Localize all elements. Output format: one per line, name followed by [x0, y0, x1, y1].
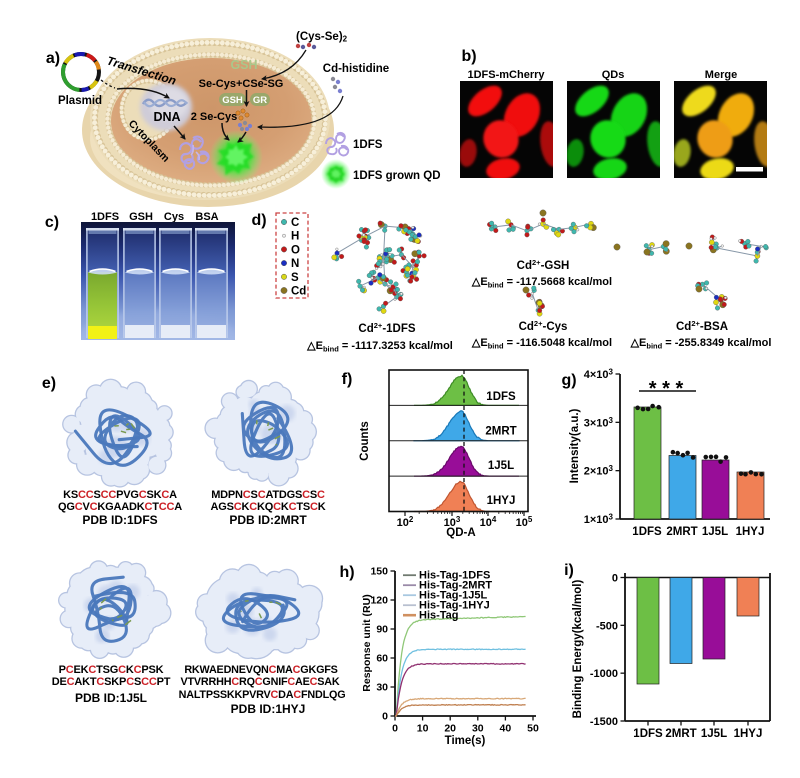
svg-text:DNA: DNA	[153, 110, 180, 124]
svg-text:△Ebind = -117.5668 kcal/mol: △Ebind = -117.5668 kcal/mol	[471, 276, 612, 290]
svg-text:PCEKCTSGCKCPSK: PCEKCTSGCKCPSK	[59, 664, 164, 676]
svg-text:Intensity(a.u.): Intensity(a.u.)	[569, 408, 581, 483]
svg-text:Merge: Merge	[705, 69, 737, 81]
svg-text:His-Tag-1HYJ: His-Tag-1HYJ	[419, 600, 490, 612]
svg-text:f): f)	[342, 371, 353, 388]
svg-text:△Ebind = -116.5048 kcal/mol: △Ebind = -116.5048 kcal/mol	[471, 337, 612, 351]
svg-text:1DFS: 1DFS	[353, 139, 383, 151]
svg-text:Time(s): Time(s)	[445, 735, 486, 747]
svg-text:1DFS: 1DFS	[632, 526, 662, 538]
svg-text:1HYJ: 1HYJ	[487, 495, 516, 507]
svg-text:2MRT: 2MRT	[485, 426, 516, 438]
svg-text:S: S	[291, 272, 299, 284]
svg-text:1J5L: 1J5L	[702, 526, 728, 538]
svg-text:1J5L: 1J5L	[488, 460, 514, 472]
svg-text:MDPNCSCATDGSCSC: MDPNCSCATDGSCSC	[211, 489, 325, 501]
svg-text:2MRT: 2MRT	[665, 728, 696, 740]
svg-text:-500: -500	[596, 620, 618, 632]
svg-text:3×103: 3×103	[584, 416, 614, 430]
svg-text:2 Se-Cys: 2 Se-Cys	[191, 111, 237, 123]
svg-text:O: O	[291, 244, 300, 256]
svg-text:d): d)	[251, 212, 266, 229]
svg-text:KSCCSCCPVGCSKCA: KSCCSCCPVGCSKCA	[63, 489, 177, 501]
svg-text:1×103: 1×103	[584, 513, 614, 527]
svg-text:1DFS grown QD: 1DFS grown QD	[353, 170, 441, 182]
svg-text:Counts: Counts	[359, 421, 371, 461]
svg-text:AGSCKCKQCKCTSCK: AGSCKCKQCKCTSCK	[210, 501, 325, 513]
svg-text:1DFS: 1DFS	[633, 728, 663, 740]
svg-text:150: 150	[370, 566, 388, 578]
svg-text:30: 30	[376, 682, 388, 694]
svg-text:Response unit (RU): Response unit (RU)	[361, 594, 373, 691]
svg-text:His-Tag: His-Tag	[419, 610, 459, 622]
svg-text:2×103: 2×103	[584, 464, 614, 478]
svg-text:GSH: GSH	[129, 211, 153, 223]
svg-text:His-Tag-1DFS: His-Tag-1DFS	[419, 570, 490, 582]
svg-text:N: N	[291, 258, 299, 270]
svg-text:QD-A: QD-A	[446, 527, 475, 539]
svg-text:1HYJ: 1HYJ	[736, 526, 765, 538]
svg-text:△Ebind = -1117.3253 kcal/mol: △Ebind = -1117.3253 kcal/mol	[306, 340, 453, 354]
svg-text:120: 120	[370, 595, 388, 607]
svg-text:Cd2+-1DFS: Cd2+-1DFS	[358, 321, 415, 335]
svg-text:a): a)	[46, 50, 60, 67]
svg-text:H: H	[291, 231, 299, 243]
svg-text:1DFS: 1DFS	[91, 211, 119, 223]
svg-text:VTVRRHHCRQCGNIFCAECSAK: VTVRRHHCRQCGNIFCAECSAK	[180, 676, 339, 688]
svg-text:40: 40	[500, 723, 512, 735]
svg-text:* * *: * * *	[649, 378, 684, 400]
svg-text:h): h)	[339, 564, 354, 581]
svg-text:60: 60	[376, 653, 388, 665]
svg-text:GSH: GSH	[230, 58, 257, 72]
svg-text:GSH: GSH	[222, 95, 243, 106]
svg-text:0: 0	[392, 723, 398, 735]
svg-text:1HYJ: 1HYJ	[734, 728, 763, 740]
svg-text:Cd2+-Cys: Cd2+-Cys	[519, 319, 568, 333]
svg-text:Plasmid: Plasmid	[58, 95, 102, 107]
svg-text:BSA: BSA	[195, 211, 218, 223]
svg-text:20: 20	[444, 723, 456, 735]
svg-text:0: 0	[382, 711, 388, 723]
svg-text:GR: GR	[253, 95, 267, 106]
svg-text:b): b)	[461, 48, 476, 65]
svg-text:10: 10	[417, 723, 429, 735]
svg-text:c): c)	[45, 214, 59, 231]
svg-text:Binding Energy(kcal/mol): Binding Energy(kcal/mol)	[572, 580, 584, 719]
svg-text:DECAKTCSKPCSCCPT: DECAKTCSKPCSCCPT	[52, 676, 171, 688]
svg-text:Cd2+-GSH: Cd2+-GSH	[517, 258, 570, 272]
svg-text:50: 50	[527, 723, 539, 735]
svg-text:(Cys-Se)2: (Cys-Se)2	[296, 31, 348, 44]
svg-text:i): i)	[564, 562, 574, 579]
svg-text:1DFS-mCherry: 1DFS-mCherry	[467, 69, 545, 81]
svg-text:RKWAEDNEVQNCMACGKGFS: RKWAEDNEVQNCMACGKGFS	[184, 664, 337, 676]
svg-text:Se-Cys+CSe-SG: Se-Cys+CSe-SG	[199, 78, 284, 90]
svg-text:Cd2+-BSA: Cd2+-BSA	[676, 319, 728, 333]
svg-text:Cd-histidine: Cd-histidine	[323, 63, 389, 75]
svg-text:His-Tag-1J5L: His-Tag-1J5L	[419, 590, 488, 602]
svg-text:2MRT: 2MRT	[666, 526, 697, 538]
svg-text:PDB ID:1DFS: PDB ID:1DFS	[82, 513, 157, 527]
svg-text:e): e)	[42, 375, 56, 392]
svg-text:C: C	[291, 217, 299, 229]
svg-text:1DFS: 1DFS	[486, 391, 516, 403]
svg-text:90: 90	[376, 624, 388, 636]
svg-text:-1000: -1000	[590, 668, 618, 680]
svg-text:1J5L: 1J5L	[701, 728, 727, 740]
svg-text:-1500: -1500	[590, 716, 618, 728]
svg-text:PDB ID:1J5L: PDB ID:1J5L	[75, 691, 147, 705]
svg-text:△Ebind = -255.8349 kcal/mol: △Ebind = -255.8349 kcal/mol	[630, 337, 772, 351]
svg-text:4×103: 4×103	[584, 368, 614, 382]
svg-text:Cd: Cd	[291, 286, 306, 298]
svg-text:His-Tag-2MRT: His-Tag-2MRT	[419, 580, 492, 592]
svg-text:Cys: Cys	[164, 211, 184, 223]
svg-text:QGCVCKGAADKCTCCA: QGCVCKGAADKCTCCA	[58, 501, 182, 513]
svg-text:PDB ID:1HYJ: PDB ID:1HYJ	[231, 702, 306, 716]
svg-text:NALTPSSKKPVRVCDACFNDLQG: NALTPSSKKPVRVCDACFNDLQG	[179, 689, 346, 701]
svg-text:PDB ID:2MRT: PDB ID:2MRT	[229, 513, 307, 527]
svg-text:g): g)	[561, 372, 576, 389]
svg-text:30: 30	[472, 723, 484, 735]
svg-text:0: 0	[612, 573, 618, 585]
svg-text:QDs: QDs	[602, 69, 625, 81]
